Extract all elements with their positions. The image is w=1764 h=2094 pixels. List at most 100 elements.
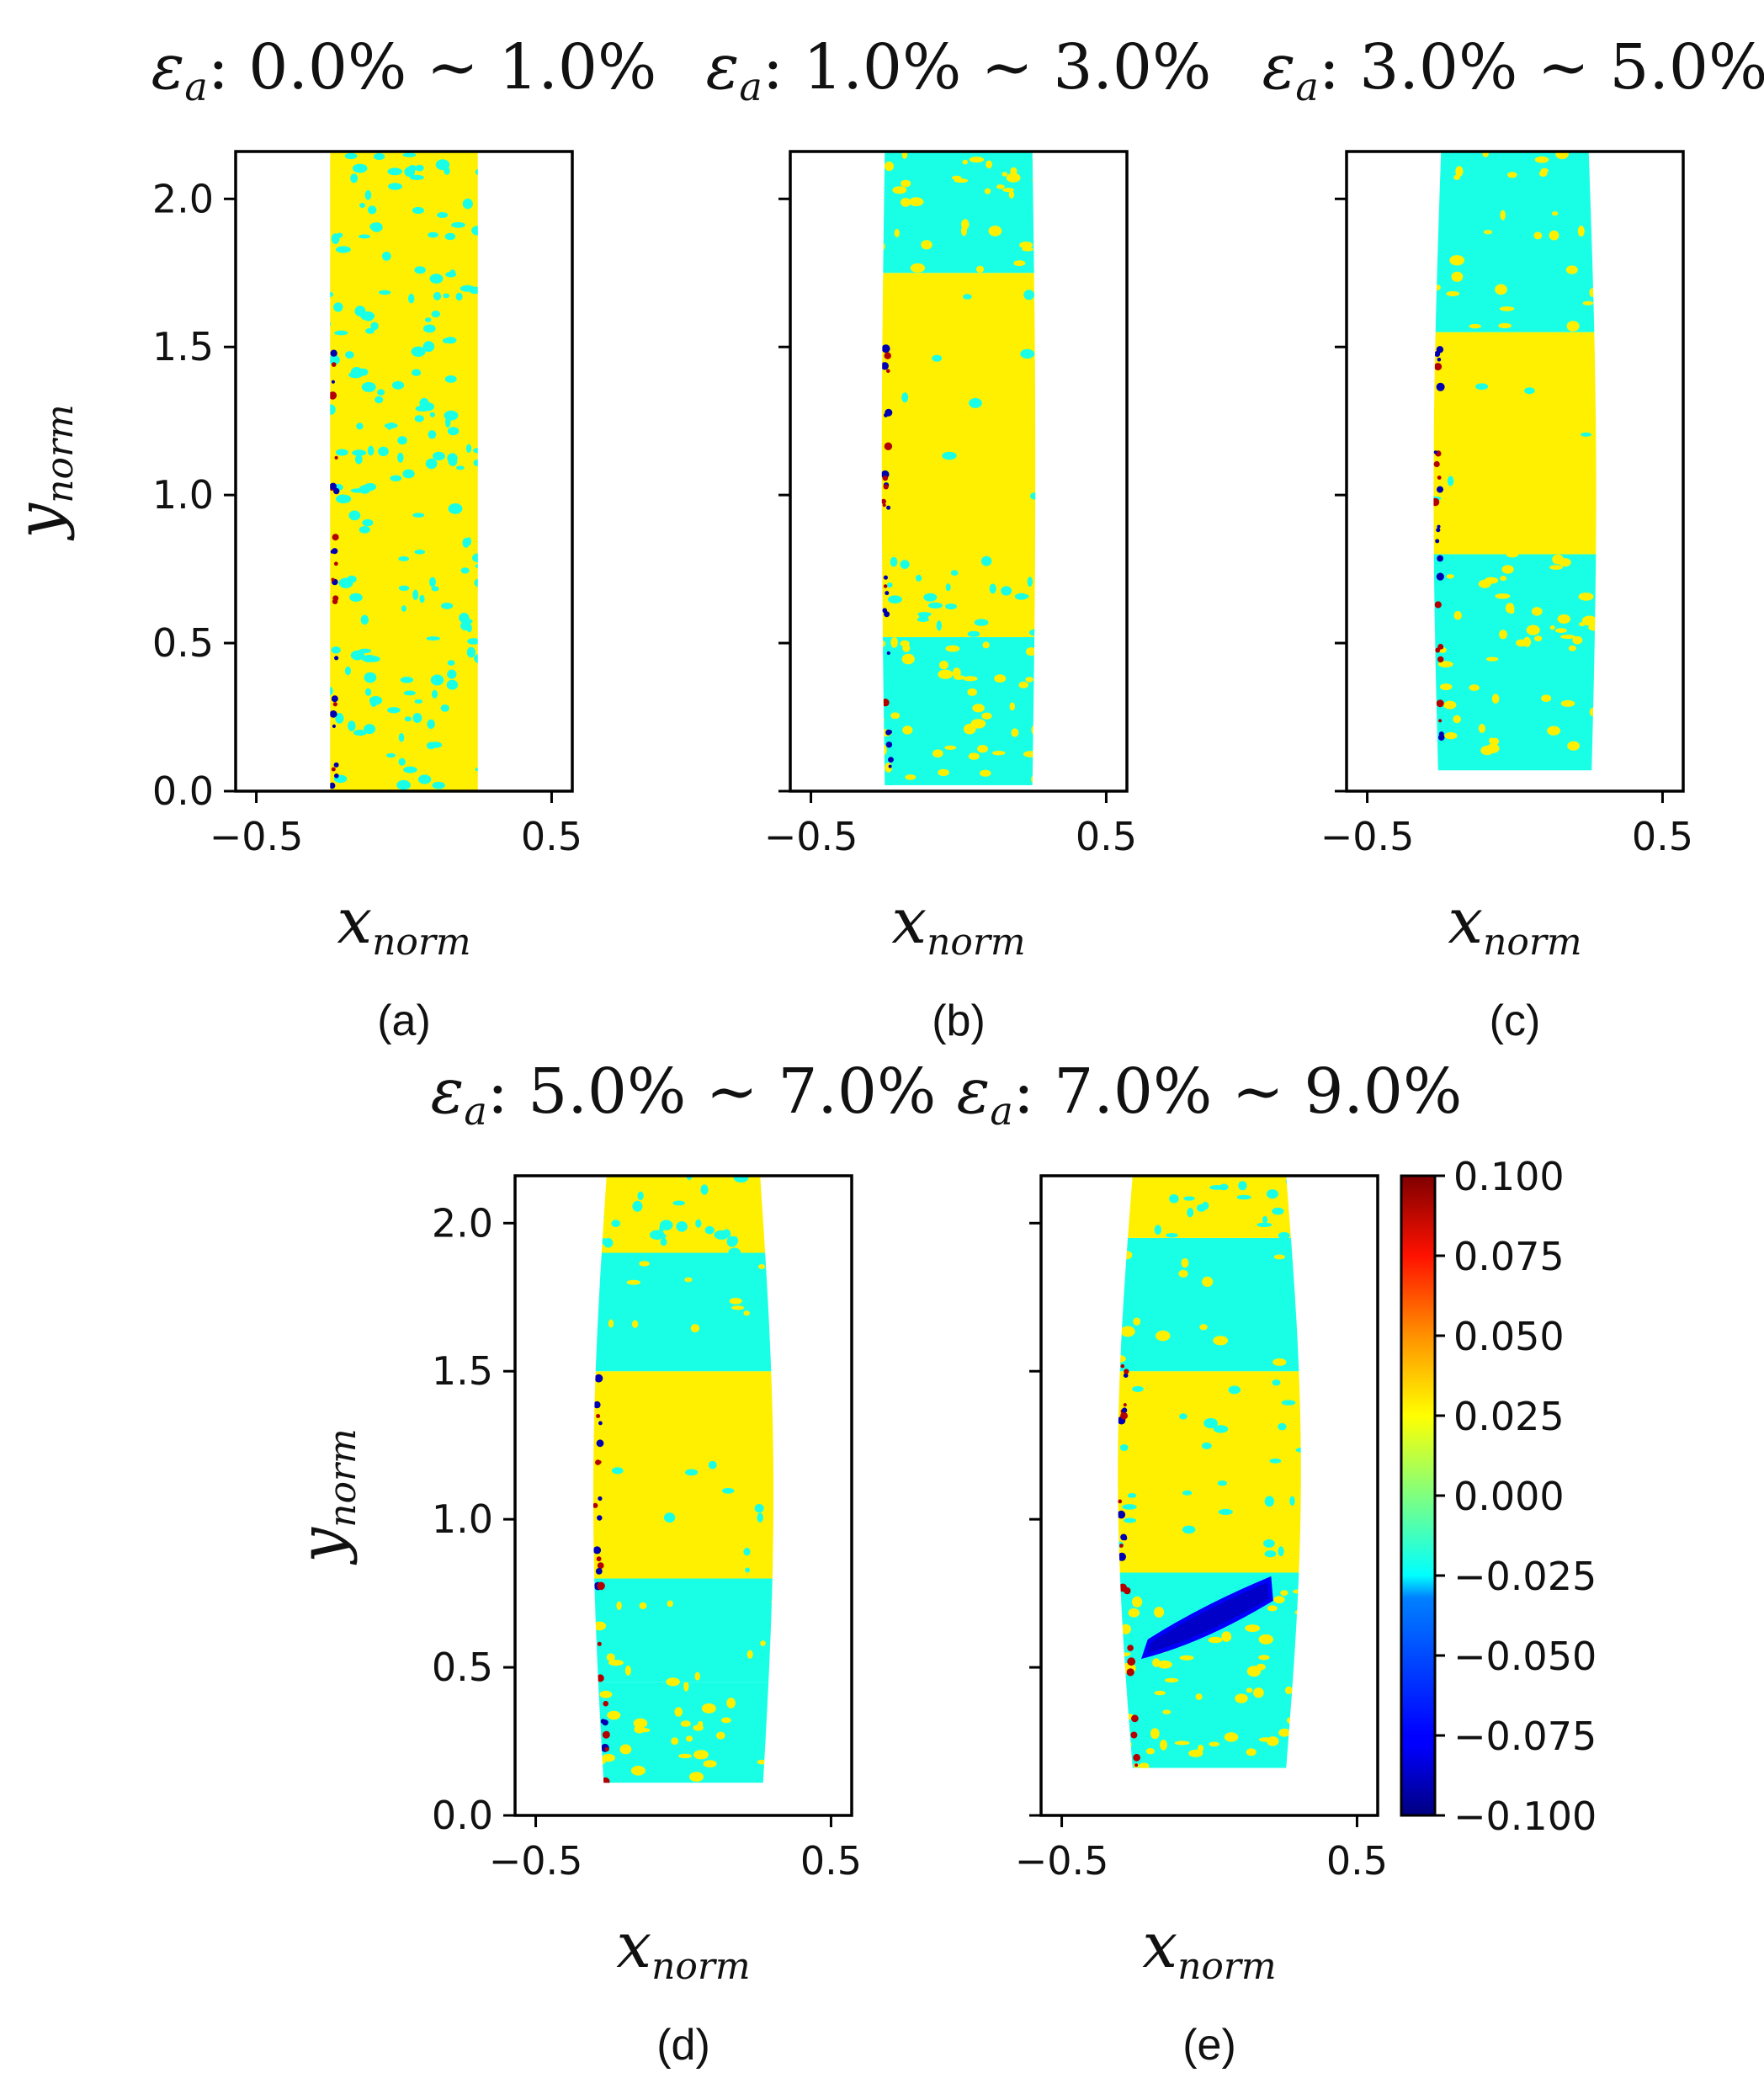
speckle: [352, 449, 367, 456]
y-tick-label: 0.0: [432, 1793, 493, 1838]
speckle: [1013, 260, 1026, 267]
speckle: [608, 1319, 614, 1328]
speckle: [1532, 607, 1543, 616]
speckle: [1002, 188, 1014, 193]
speckle: [1162, 1709, 1172, 1714]
speckle: [1560, 699, 1575, 707]
speckle: [693, 1725, 704, 1731]
speckle: [444, 232, 456, 241]
y-tick-label: 0.5: [152, 620, 214, 666]
speckle: [460, 621, 471, 631]
speckle: [381, 252, 391, 261]
speckle: [412, 589, 419, 600]
band-b-0: [881, 637, 1036, 785]
axes-frame-e: [1039, 1174, 1379, 1817]
speckle: [440, 603, 454, 609]
edge-artifact: [883, 584, 888, 588]
speckle: [426, 636, 440, 641]
speckle: [401, 605, 406, 612]
speckle: [1446, 291, 1460, 296]
speckle: [1482, 151, 1489, 157]
x-axis-label: xnorm: [891, 885, 1025, 964]
speckle: [1280, 1590, 1288, 1596]
speckle: [1526, 624, 1540, 635]
speckle: [336, 449, 348, 456]
edge-artifact: [330, 482, 337, 490]
speckle: [700, 1184, 709, 1195]
edge-artifact: [884, 442, 893, 450]
speckle: [932, 354, 943, 362]
speckle: [447, 660, 455, 666]
edge-artifact: [887, 730, 892, 735]
edge-artifact: [597, 1641, 602, 1646]
speckle: [431, 689, 438, 699]
y-axis-label: ynorm: [3, 404, 82, 540]
speckle: [350, 488, 365, 493]
colorbar-tick-label: −0.075: [1453, 1714, 1597, 1759]
speckle: [980, 769, 991, 777]
speckle: [1154, 1607, 1165, 1618]
speckle: [364, 688, 372, 696]
speckle: [1118, 1215, 1126, 1225]
speckle: [350, 173, 359, 183]
speckle: [952, 175, 962, 180]
edge-artifact: [595, 1568, 603, 1575]
speckle: [945, 583, 951, 592]
speckle: [915, 574, 922, 582]
edge-artifact: [888, 757, 894, 763]
colorbar-tick-label: 0.050: [1453, 1314, 1565, 1359]
speckle: [974, 619, 989, 626]
edge-artifact: [881, 498, 887, 504]
colorbar-tick-label: −0.100: [1453, 1794, 1597, 1839]
speckle: [909, 197, 924, 206]
panel-caption-b: (b): [932, 997, 986, 1045]
speckle: [890, 556, 898, 567]
speckle: [414, 415, 424, 423]
speckle: [945, 603, 957, 610]
speckle: [902, 725, 913, 735]
speckle: [626, 1279, 640, 1285]
speckle: [1294, 1228, 1301, 1237]
speckle: [1287, 1716, 1298, 1725]
speckle: [1018, 681, 1028, 688]
speckle: [1020, 348, 1035, 359]
speckle: [368, 205, 377, 215]
speckle: [1118, 1188, 1121, 1198]
colorbar-tick-label: −0.025: [1453, 1554, 1597, 1599]
speckle: [390, 475, 402, 481]
speckle: [1552, 211, 1559, 216]
x-axis-label: xnorm: [1142, 1910, 1276, 1988]
speckle: [1301, 1661, 1308, 1670]
speckle: [684, 1277, 693, 1283]
speckle: [335, 246, 351, 253]
speckle: [608, 1660, 624, 1666]
speckle: [448, 456, 458, 466]
speckle: [1560, 635, 1575, 640]
speckle: [408, 294, 415, 304]
edge-artifact: [886, 505, 891, 510]
strain-field-c: [1433, 151, 1597, 771]
speckle: [330, 320, 332, 327]
speckle: [1446, 574, 1454, 579]
speckle: [365, 656, 380, 662]
speckle: [1534, 635, 1543, 641]
band-b-2: [881, 273, 1036, 555]
speckle: [1498, 322, 1512, 329]
speckle: [1145, 1748, 1155, 1755]
speckle: [1235, 1693, 1248, 1703]
speckle: [1217, 1480, 1228, 1486]
edge-artifact: [331, 362, 337, 367]
speckle: [1293, 1589, 1301, 1594]
speckle: [969, 397, 982, 408]
speckle: [1455, 166, 1464, 177]
speckle: [1555, 628, 1567, 633]
speckle: [656, 1230, 662, 1238]
speckle: [1264, 1496, 1275, 1507]
speckle: [1505, 603, 1515, 614]
strain-field-a: [330, 151, 478, 791]
speckle: [437, 212, 449, 218]
speckle: [972, 704, 985, 713]
speckle: [1451, 271, 1464, 282]
speckle: [683, 1681, 689, 1692]
speckle: [619, 1744, 632, 1755]
